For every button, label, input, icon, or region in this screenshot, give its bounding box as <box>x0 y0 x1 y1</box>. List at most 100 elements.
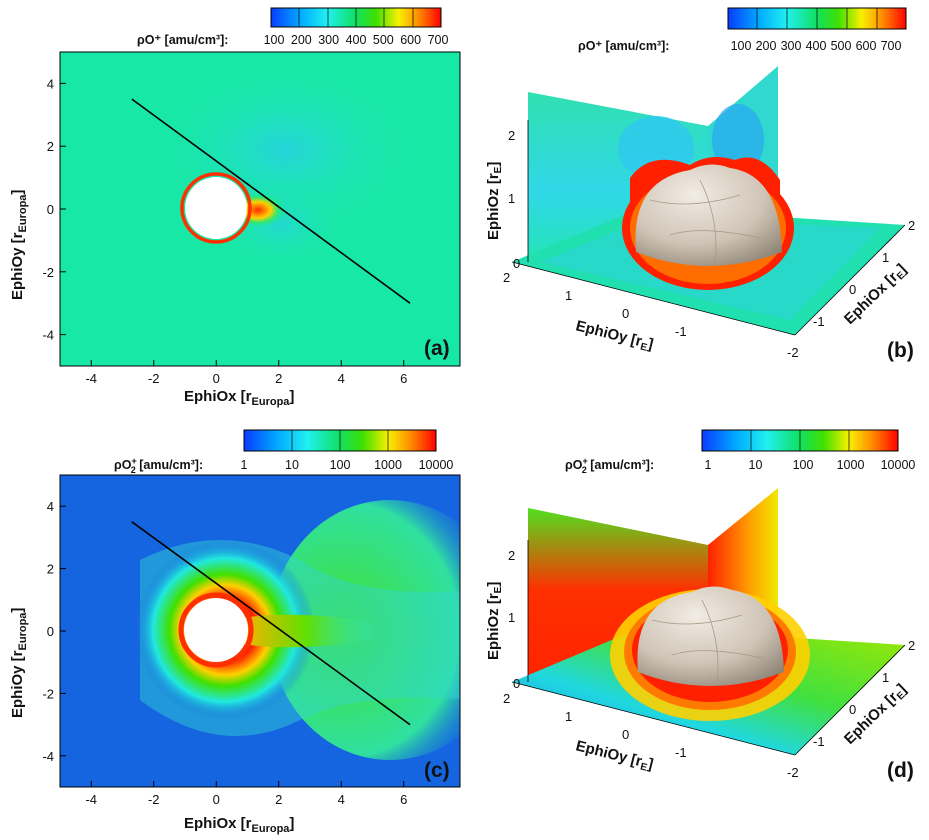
x-ticks-c: -4 -2 0 2 4 6 <box>85 781 407 807</box>
y-ticks-b: 2 1 0 -1 <box>503 270 687 339</box>
y-ticks-d: 2 1 0 -1 <box>503 691 687 760</box>
svg-text:1: 1 <box>508 610 515 625</box>
colorbar-tick-d: 10 <box>749 458 763 472</box>
svg-text:1: 1 <box>882 670 889 685</box>
x-ticks-b: 2 1 0 -1 -2 <box>787 218 915 360</box>
svg-text:0: 0 <box>622 727 629 742</box>
y-tick-label-a: -2 <box>42 265 54 280</box>
colorbar-c-dividers <box>291 430 389 451</box>
colorbar-tick-b: 500 <box>831 39 852 53</box>
x-ticks-d: 2 1 0 -1 -2 <box>787 638 915 780</box>
svg-text:2: 2 <box>503 691 510 706</box>
svg-text:-1: -1 <box>675 324 687 339</box>
y-ticks-c: -4 -2 0 2 4 <box>42 499 66 764</box>
svg-text:2: 2 <box>908 218 915 233</box>
svg-text:-2: -2 <box>787 345 799 360</box>
colorbar-tick-c: 10 <box>285 458 299 472</box>
colorbar-tick-a: 400 <box>346 33 367 47</box>
panel-a: ρO⁺ [amu/cm³]: 100 200 300 400 500 600 700 -4-… <box>9 7 461 408</box>
colorbar-tick-b: 600 <box>856 39 877 53</box>
colorbar-tick-b: 200 <box>756 39 777 53</box>
svg-text:0: 0 <box>849 702 856 717</box>
colorbar-tick-a: 200 <box>291 33 312 47</box>
svg-text:1: 1 <box>508 191 515 206</box>
colorbar-tick-d: 1 <box>705 458 712 472</box>
y-tick-label-c: -4 <box>42 749 54 764</box>
x-tick-label-c: 4 <box>338 792 345 807</box>
colorbar-tick-a: 500 <box>373 33 394 47</box>
y-tick-label-a: 0 <box>47 202 54 217</box>
z-axis-label-d: EphiOz [rE] <box>485 582 504 660</box>
x-tick-label-a: 6 <box>400 371 407 386</box>
panel-c: ρO+ 2 [amu/cm³]: 1 10 100 1000 10000 -4 -2 0 2 4 6… <box>9 429 461 835</box>
y-ticks-a: -4 -2 0 2 4 <box>42 76 66 343</box>
colorbar-tick-b: 400 <box>806 39 827 53</box>
x-tick-label-a: 4 <box>338 371 345 386</box>
svg-text:-1: -1 <box>813 314 825 329</box>
y-tick-label-c: 4 <box>47 499 54 514</box>
colorbar-d-ticks: 1 10 100 1000 10000 <box>705 458 916 472</box>
colorbar-tick-c: 1000 <box>374 458 402 472</box>
y-tick-label-a: -4 <box>42 328 54 343</box>
svg-text:1: 1 <box>565 709 572 724</box>
colorbar-tick-b: 300 <box>781 39 802 53</box>
colorbar-c-ticks: 1 10 100 1000 10000 <box>241 458 454 472</box>
svg-text:1: 1 <box>882 250 889 265</box>
svg-text:-2: -2 <box>787 765 799 780</box>
moon-ring-c <box>178 592 254 668</box>
y-axis-line-d <box>511 681 796 756</box>
colorbar-a-ticks: 100 200 300 400 500 600 700 <box>264 33 449 47</box>
moon-ring-a <box>180 172 252 244</box>
y-tick-label-c: -2 <box>42 686 54 701</box>
colorbar-tick-a: 300 <box>318 33 339 47</box>
colorbar-a-label: ρO⁺ [amu/cm³]: <box>137 33 228 47</box>
x-tick-label-c: 0 <box>213 792 220 807</box>
y-axis-label-b: EphiOy [rE] <box>574 317 655 355</box>
colorbar-tick-d: 1000 <box>837 458 865 472</box>
colorbar-tick-c: 10000 <box>419 458 454 472</box>
colorbar-c-label: ρO+ 2 [amu/cm³]: <box>114 456 203 475</box>
y-axis-line-b <box>511 261 796 336</box>
x-tick-label-a: -2 <box>148 371 160 386</box>
colorbar-a-dividers <box>298 8 414 27</box>
colorbar-tick-a: 100 <box>264 33 285 47</box>
x-tick-label-a: 2 <box>275 371 282 386</box>
colorbar-tick-d: 100 <box>793 458 814 472</box>
x-tick-label-c: 6 <box>400 792 407 807</box>
y-tick-label-c: 2 <box>47 562 54 577</box>
colorbar-tick-a: 700 <box>428 33 449 47</box>
svg-text:2: 2 <box>503 270 510 285</box>
moon-surface-b <box>635 164 782 266</box>
svg-text:2: 2 <box>908 638 915 653</box>
panel-tag-a: (a) <box>424 337 450 360</box>
wake-tail-c <box>240 614 373 648</box>
x-tick-label-c: -4 <box>85 792 97 807</box>
x-axis-line-d <box>794 644 906 756</box>
x-tick-label-c: -2 <box>148 792 160 807</box>
x-axis-line-b <box>794 224 906 336</box>
svg-text:2: 2 <box>508 548 515 563</box>
y-axis-label-c: EphiOy [rEuropa] <box>9 608 29 718</box>
x-axis-label-a: EphiOx [rEuropa] <box>184 388 294 408</box>
moon-surface-d <box>637 586 784 686</box>
panel-b: ρO⁺ [amu/cm³]: 100 200 300 400 500 600 700 2 1… <box>485 7 915 362</box>
x-tick-label-a: -4 <box>85 371 97 386</box>
moon-disk-c <box>184 598 248 662</box>
trajectory-line-c <box>131 521 411 726</box>
y-tick-label-a: 2 <box>47 139 54 154</box>
svg-text:0: 0 <box>513 256 520 271</box>
x-tick-label-c: 2 <box>275 792 282 807</box>
y-tick-label-c: 0 <box>47 624 54 639</box>
y-tick-label-a: 4 <box>47 76 54 91</box>
svg-text:2: 2 <box>508 128 515 143</box>
svg-text:1: 1 <box>565 288 572 303</box>
panel-tag-b: (b) <box>887 339 914 362</box>
z-axis-label-b: EphiOz [rE] <box>485 162 504 240</box>
colorbar-tick-b: 700 <box>881 39 902 53</box>
panel-tag-c: (c) <box>424 759 450 782</box>
panel-d: ρO+ 2 [amu/cm³]: 1 10 100 1000 10000 2 1 0 2 … <box>485 429 916 782</box>
colorbar-tick-d: 10000 <box>881 458 916 472</box>
z-ticks-d: 2 1 0 <box>508 548 520 691</box>
y-axis-label-d: EphiOy [rE] <box>574 737 655 775</box>
